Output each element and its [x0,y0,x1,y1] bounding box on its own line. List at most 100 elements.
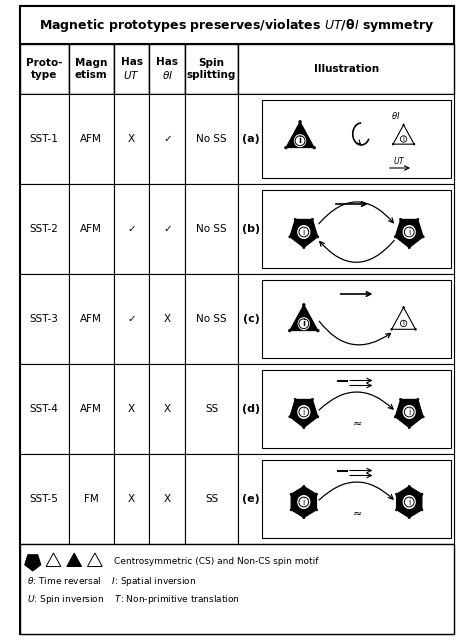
Text: i: i [402,321,405,326]
Circle shape [289,416,291,418]
Circle shape [302,303,305,306]
Text: X: X [164,314,171,324]
Polygon shape [67,553,82,566]
Bar [263,280,451,358]
Bar [149,94,185,184]
Circle shape [294,218,296,220]
Text: SST-4: SST-4 [30,404,58,414]
Text: Magnetic prototypes preserves/violates $\mathbf{\mathit{UT}}$/$\mathbf{\theta\ma: Magnetic prototypes preserves/violates $… [39,17,435,33]
Bar [149,44,185,94]
Text: SST-1: SST-1 [30,134,58,144]
Bar [149,274,185,364]
Circle shape [297,495,310,509]
Bar [114,94,149,184]
Circle shape [298,317,310,330]
Circle shape [316,509,318,511]
Circle shape [391,328,393,331]
Circle shape [417,398,419,401]
Bar [19,274,69,364]
Text: (b): (b) [242,224,260,234]
Bar [69,44,114,94]
Text: ✓: ✓ [163,134,172,144]
Circle shape [408,426,410,429]
Text: Centrosymmetric (CS) and Non-CS spin motif: Centrosymmetric (CS) and Non-CS spin mot… [114,557,318,566]
Text: AFM: AFM [80,314,102,324]
Circle shape [303,485,305,488]
Bar [19,454,69,544]
Bar [185,364,238,454]
Circle shape [317,329,319,332]
Bar [238,184,455,274]
Bar [238,44,455,94]
Circle shape [394,236,396,238]
Bar [114,274,149,364]
Polygon shape [395,399,423,428]
Bar [185,44,238,94]
Circle shape [417,218,419,220]
Circle shape [394,416,396,418]
Circle shape [422,236,424,238]
Text: i: i [408,227,410,237]
Circle shape [422,416,424,418]
Polygon shape [290,305,318,331]
Text: $\theta I$: $\theta I$ [392,110,401,121]
Text: ✓: ✓ [163,224,172,234]
Circle shape [303,246,305,249]
Circle shape [421,493,423,495]
Circle shape [413,143,415,145]
Circle shape [311,398,313,401]
Circle shape [408,485,410,488]
Circle shape [400,218,401,220]
Circle shape [402,495,416,509]
Bar [238,94,455,184]
Circle shape [294,134,306,147]
Text: Magn
etism: Magn etism [75,58,108,80]
Text: $\mathit{UT}$: $\mathit{UT}$ [392,155,405,166]
Bar [114,454,149,544]
Circle shape [290,509,292,511]
Text: AFM: AFM [80,404,102,414]
Text: i: i [299,136,301,145]
Circle shape [317,416,319,418]
Text: i: i [402,136,405,142]
Circle shape [297,405,310,419]
Bar [263,370,451,448]
Text: X: X [164,494,171,504]
Text: X: X [164,404,171,414]
Circle shape [402,405,416,419]
Circle shape [392,143,394,145]
Text: AFM: AFM [80,134,102,144]
Circle shape [421,509,423,511]
Text: SST-5: SST-5 [30,494,58,504]
Text: (a): (a) [242,134,260,144]
Circle shape [400,398,401,401]
Text: i: i [302,319,305,328]
Polygon shape [88,553,102,566]
Text: Has
$\mathit{UT}$: Has $\mathit{UT}$ [120,57,143,81]
Text: Has
$\theta\mathit{I}$: Has $\theta\mathit{I}$ [156,57,178,81]
Bar [238,274,455,364]
Text: No SS: No SS [196,134,227,144]
Text: i: i [408,497,410,506]
Bar [69,274,114,364]
Text: (e): (e) [242,494,260,504]
Bar [185,184,238,274]
Bar [114,184,149,274]
Circle shape [294,398,296,401]
Bar [149,454,185,544]
Bar [185,274,238,364]
Text: SS: SS [205,494,218,504]
Polygon shape [395,220,423,248]
Text: (d): (d) [242,404,260,414]
Text: Illustration: Illustration [314,64,379,74]
Polygon shape [291,486,317,518]
Circle shape [311,218,313,220]
Polygon shape [392,307,416,330]
Circle shape [289,236,291,238]
Polygon shape [290,220,318,248]
Bar [19,6,455,44]
Bar [238,454,455,544]
Text: i: i [408,408,410,417]
Circle shape [402,124,405,126]
Text: (c): (c) [243,314,260,324]
